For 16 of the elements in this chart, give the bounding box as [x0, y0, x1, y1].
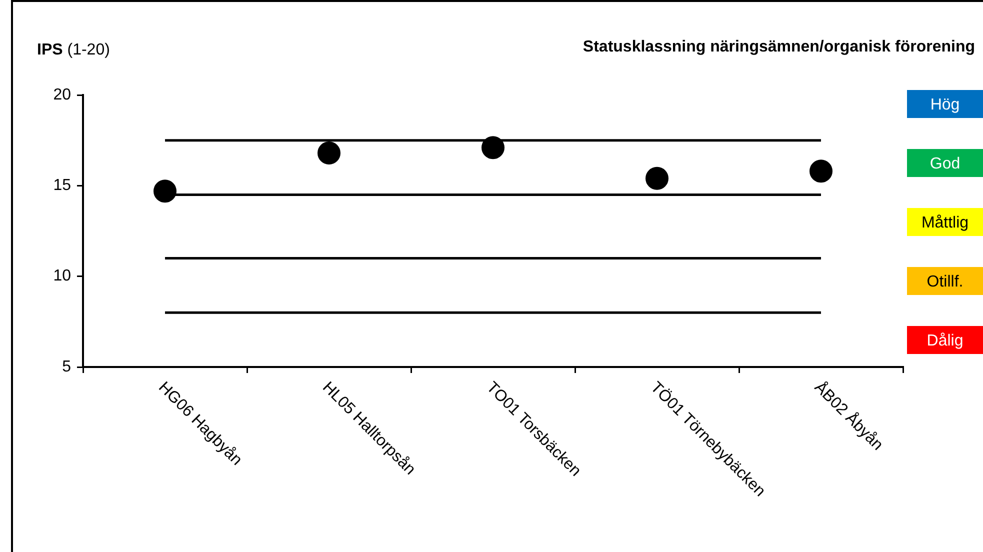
text: Dålig — [926, 332, 964, 350]
text: Hög — [930, 96, 960, 114]
text: Otillf. — [926, 273, 964, 290]
point — [810, 160, 832, 183]
y-tick-label: 10 — [53, 268, 72, 285]
text: God — [930, 155, 960, 172]
point — [154, 180, 176, 203]
y-tick-label: 15 — [53, 177, 72, 194]
point — [646, 166, 668, 190]
y-axis-title: IPS (1-20) — [37, 41, 110, 58]
point — [318, 142, 340, 165]
y-tick-label: 20 — [53, 86, 72, 104]
point — [482, 136, 504, 160]
chart-title: Statusklassning näringsämnen/organisk förorening — [582, 38, 975, 56]
y-tick-label: 5 — [62, 358, 72, 376]
text: Måttlig — [921, 214, 969, 232]
